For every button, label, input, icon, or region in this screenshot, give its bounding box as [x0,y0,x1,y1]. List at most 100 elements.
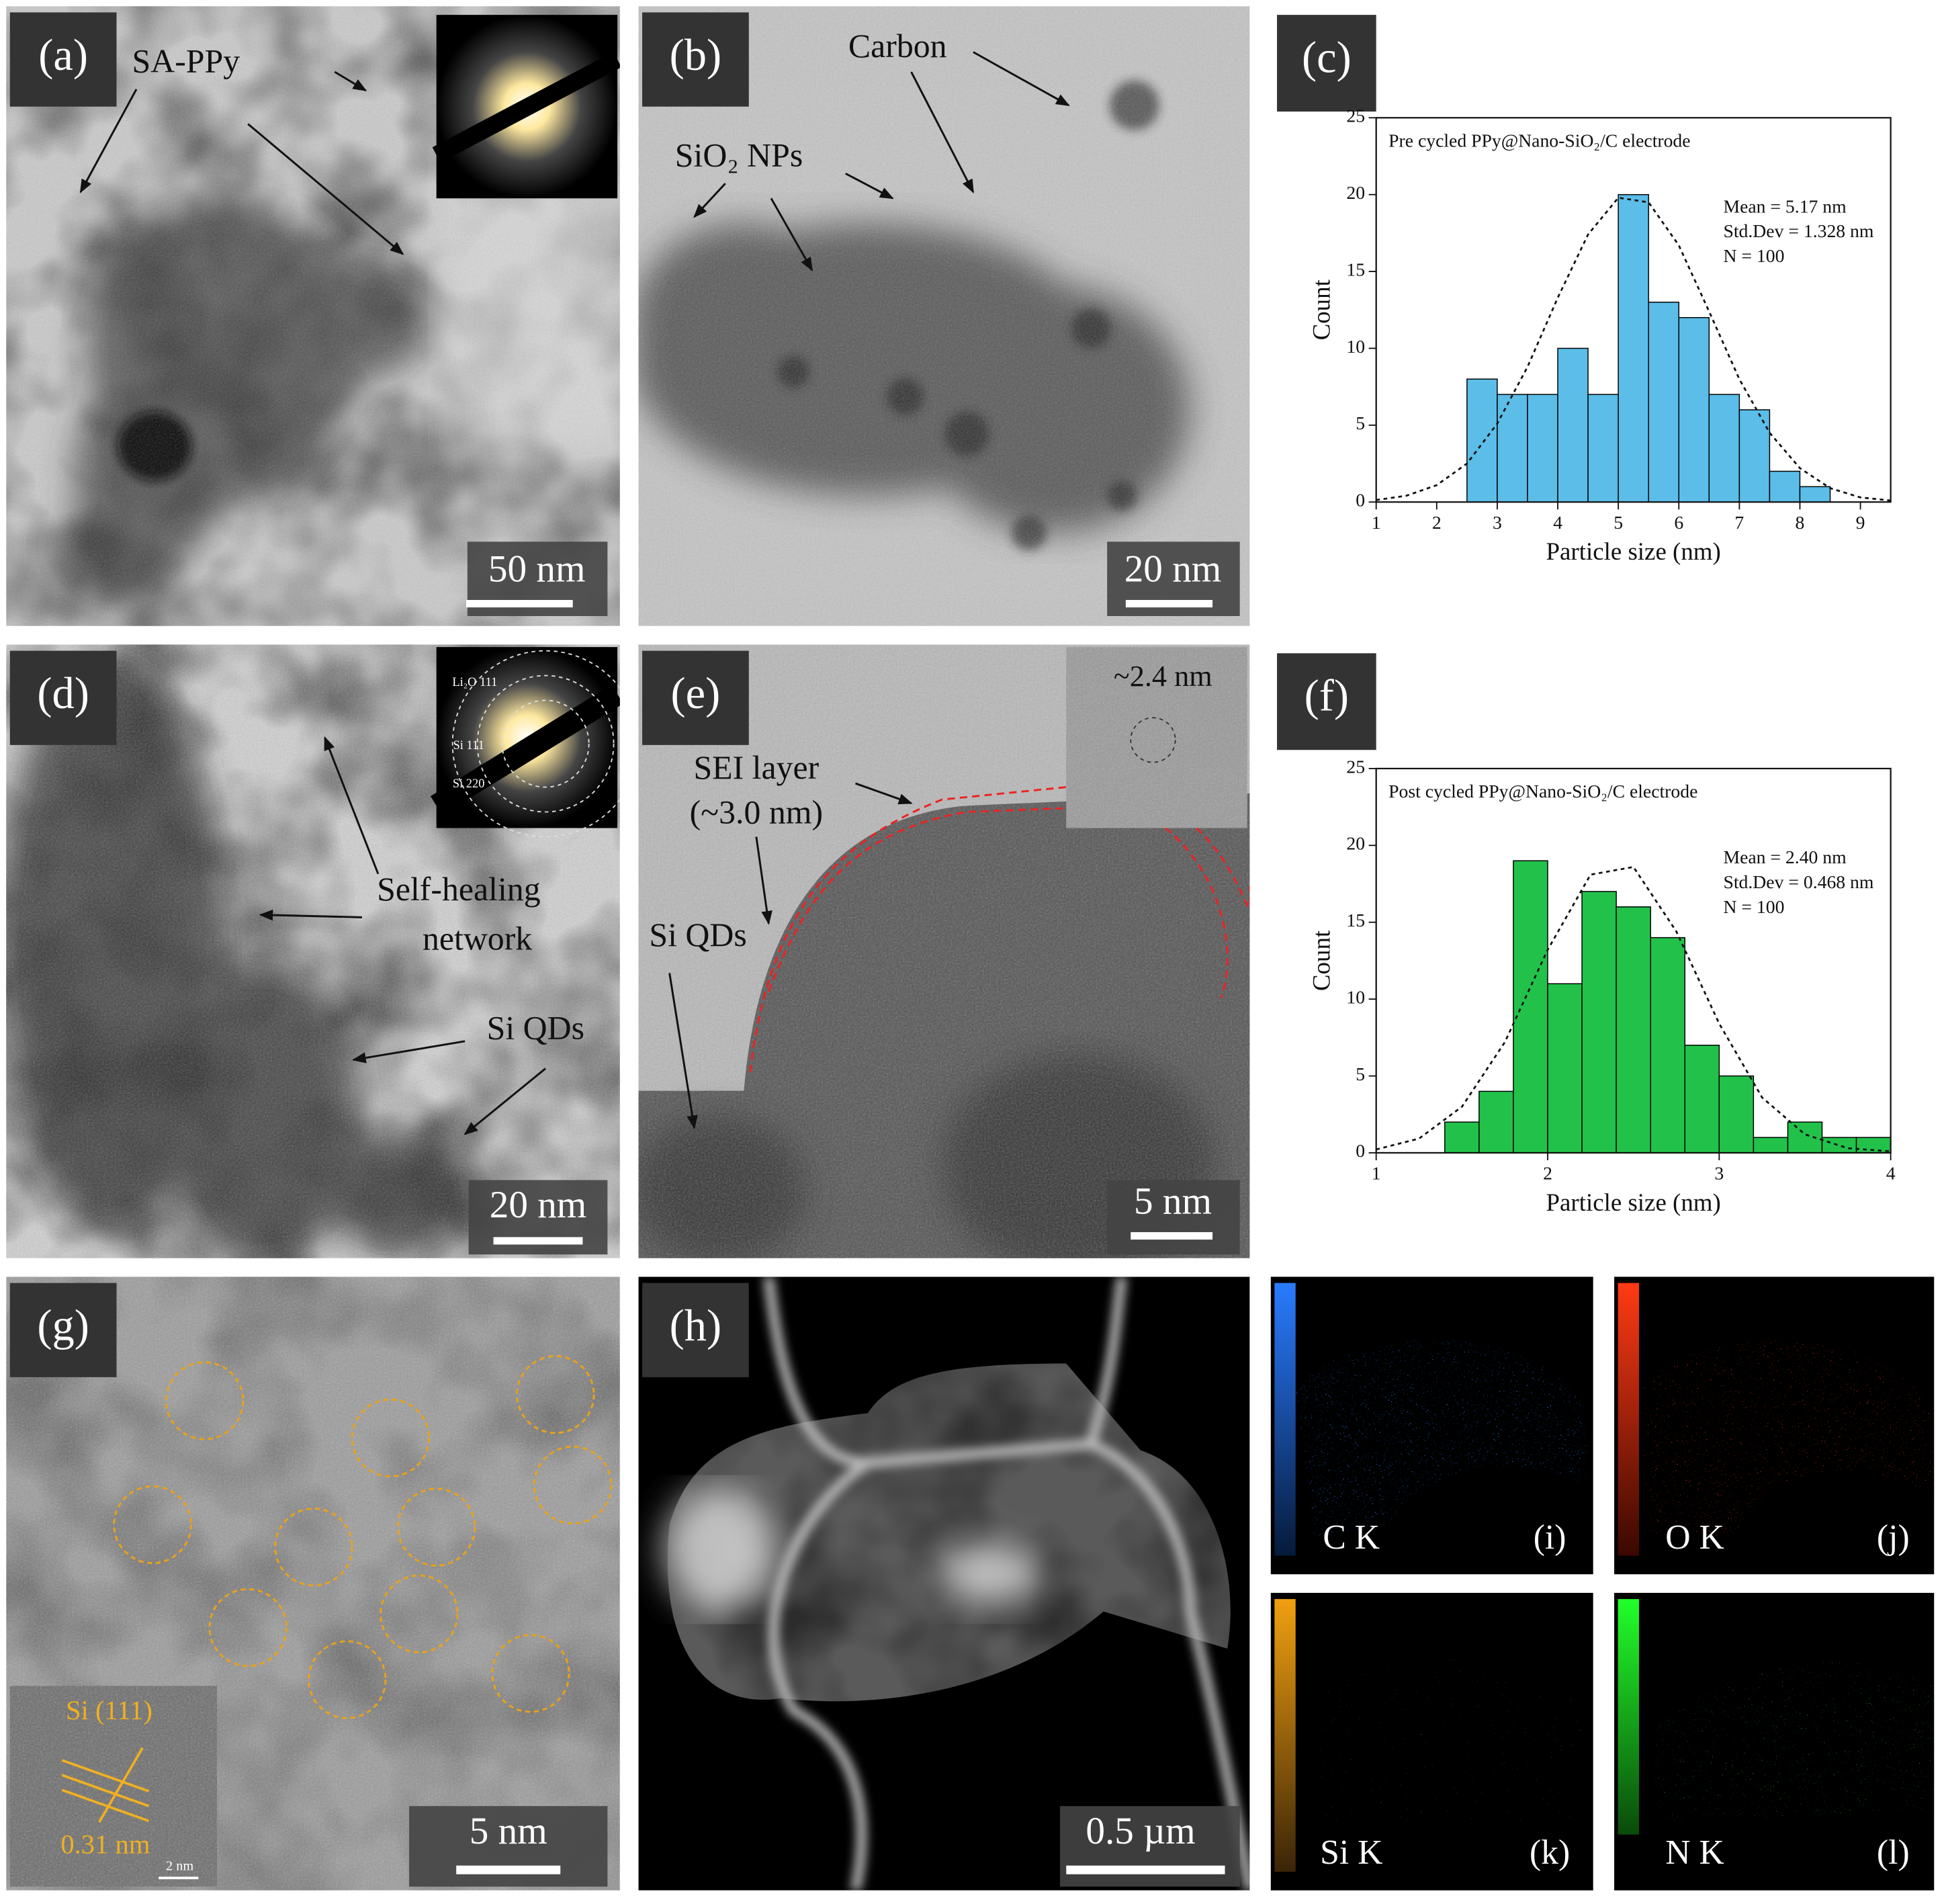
element-label: O K [1665,1518,1724,1557]
micrograph-d-part-part [476,675,615,813]
element-label: N K [1665,1833,1724,1872]
micrograph-b [638,6,1250,626]
micrograph-g-part-part [533,1445,613,1525]
arrow [79,89,138,193]
x-tick-label: 7 [1734,512,1744,533]
micrograph-d [6,644,620,1258]
eds-map-l-part [1618,1599,1639,1835]
micrograph-d-part [451,650,620,838]
plot-frame [1375,117,1892,503]
stat-annotation: Mean = 2.40 nm [1723,847,1847,867]
panel-label: (b) [670,31,721,80]
bar [1648,302,1679,503]
panel-label: (l) [1877,1833,1910,1872]
y-tick-label: 25 [1346,105,1365,126]
micrograph-g-part-part [396,1487,476,1567]
scale-bar-label: 20 nm [1124,548,1222,591]
panel-label: (i) [1534,1518,1566,1557]
x-tick-label: 9 [1856,512,1865,533]
arrow [755,836,772,925]
y-tick-label: 0 [1356,490,1365,511]
y-tick-label: 15 [1346,910,1365,931]
plot-frame [1375,767,1892,1154]
bar [1618,193,1649,503]
x-axis-label: Particle size (nm) [1546,1188,1721,1217]
micrograph-g-part-part [274,1507,353,1587]
y-tick-label: 15 [1346,259,1365,279]
bar [1678,316,1710,503]
annotation: SiO₂ NPs [675,137,803,174]
bar [1466,378,1498,503]
panel-label: (d) [37,669,89,718]
y-tick-label: 20 [1346,182,1365,203]
eds-map-j-part [1618,1283,1639,1556]
arrow [973,51,1070,107]
arrow [693,183,726,218]
micrograph-g-part [113,1355,613,1719]
inset-scale-label: 2 nm [166,1858,193,1873]
panel-label: (h) [670,1301,721,1350]
scale-bar [1125,600,1213,608]
x-tick-label: 6 [1674,512,1683,533]
micrograph-h-part [663,1487,1042,1612]
micrograph-e-part [767,807,1067,992]
annotation: Si QDs [649,916,746,953]
inset-label: 0.31 nm [60,1829,150,1859]
arrow [247,123,404,255]
micrograph-g-part [61,1747,150,1823]
annotation: SEI layer [693,749,819,786]
y-tick-label: 5 [1356,1064,1365,1084]
annotation: Self-healing [377,871,540,908]
micrograph-g-part-part [165,1361,245,1440]
element-label: C K [1323,1518,1380,1557]
scale-bar-label: 5 nm [1134,1180,1212,1223]
scale-bar-label: 50 nm [488,548,586,591]
bar [1708,394,1740,503]
arrow [845,173,894,200]
bar [1821,1137,1857,1154]
micrograph-g-part-part [308,1640,387,1719]
micrograph-g-part-part [61,1759,150,1792]
x-tick-label: 3 [1493,512,1502,533]
panel-label-box [1277,15,1376,112]
inset-label: Li₂O 111 [452,675,497,689]
micrograph-h-part-part [663,1487,775,1612]
x-tick-label: 5 [1614,512,1623,533]
annotation: Carbon [848,28,947,64]
bar [1547,983,1583,1154]
arrow [351,1040,466,1064]
y-tick-label: 25 [1346,756,1365,777]
arrow [324,736,380,875]
micrograph-h-part-part [768,1459,871,1891]
element-label: Si K [1320,1833,1382,1872]
arrow [463,1068,547,1135]
y-tick-label: 10 [1346,336,1365,357]
x-axis-label: Particle size (nm) [1546,537,1721,566]
stat-annotation: N = 100 [1723,896,1784,917]
arrow [910,71,975,193]
panel-label-box [9,12,117,107]
micrograph-g-part [9,1686,217,1887]
inset-label: Si 220 [453,777,485,790]
x-tick-label: 4 [1553,512,1562,533]
eds-map-k-part [1274,1599,1296,1872]
scale-bar-box [1107,1180,1240,1255]
bar [1787,1121,1823,1154]
arrow [770,198,813,272]
bar [1513,860,1548,1154]
bar [1738,409,1771,503]
micrograph-e [638,644,1250,1258]
eds-map-k-part [1314,1657,1587,1823]
scale-bar [456,1865,561,1874]
micrograph-e-part [1130,717,1176,763]
micrograph-g-part-part [98,1747,144,1823]
stat-annotation: Std.Dev = 1.328 nm [1723,220,1873,241]
x-tick-label: 2 [1543,1162,1552,1183]
panel-label: (a) [38,31,88,80]
scale-bar-label: 5 nm [470,1810,547,1852]
arrow [334,71,367,91]
inset-label: Si (111) [66,1695,152,1725]
bar [1718,1075,1755,1154]
eds-map-l [1614,1592,1935,1891]
